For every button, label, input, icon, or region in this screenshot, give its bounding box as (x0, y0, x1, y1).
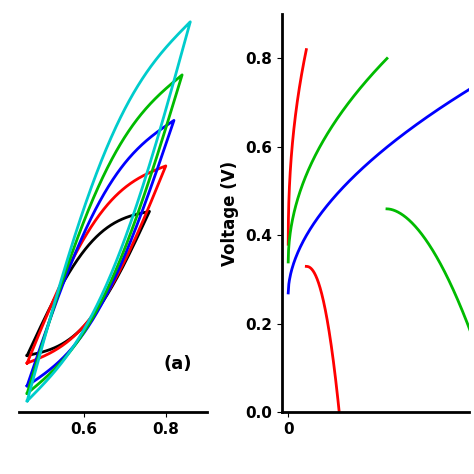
Text: (a): (a) (163, 355, 191, 373)
Y-axis label: Voltage (V): Voltage (V) (221, 161, 239, 266)
